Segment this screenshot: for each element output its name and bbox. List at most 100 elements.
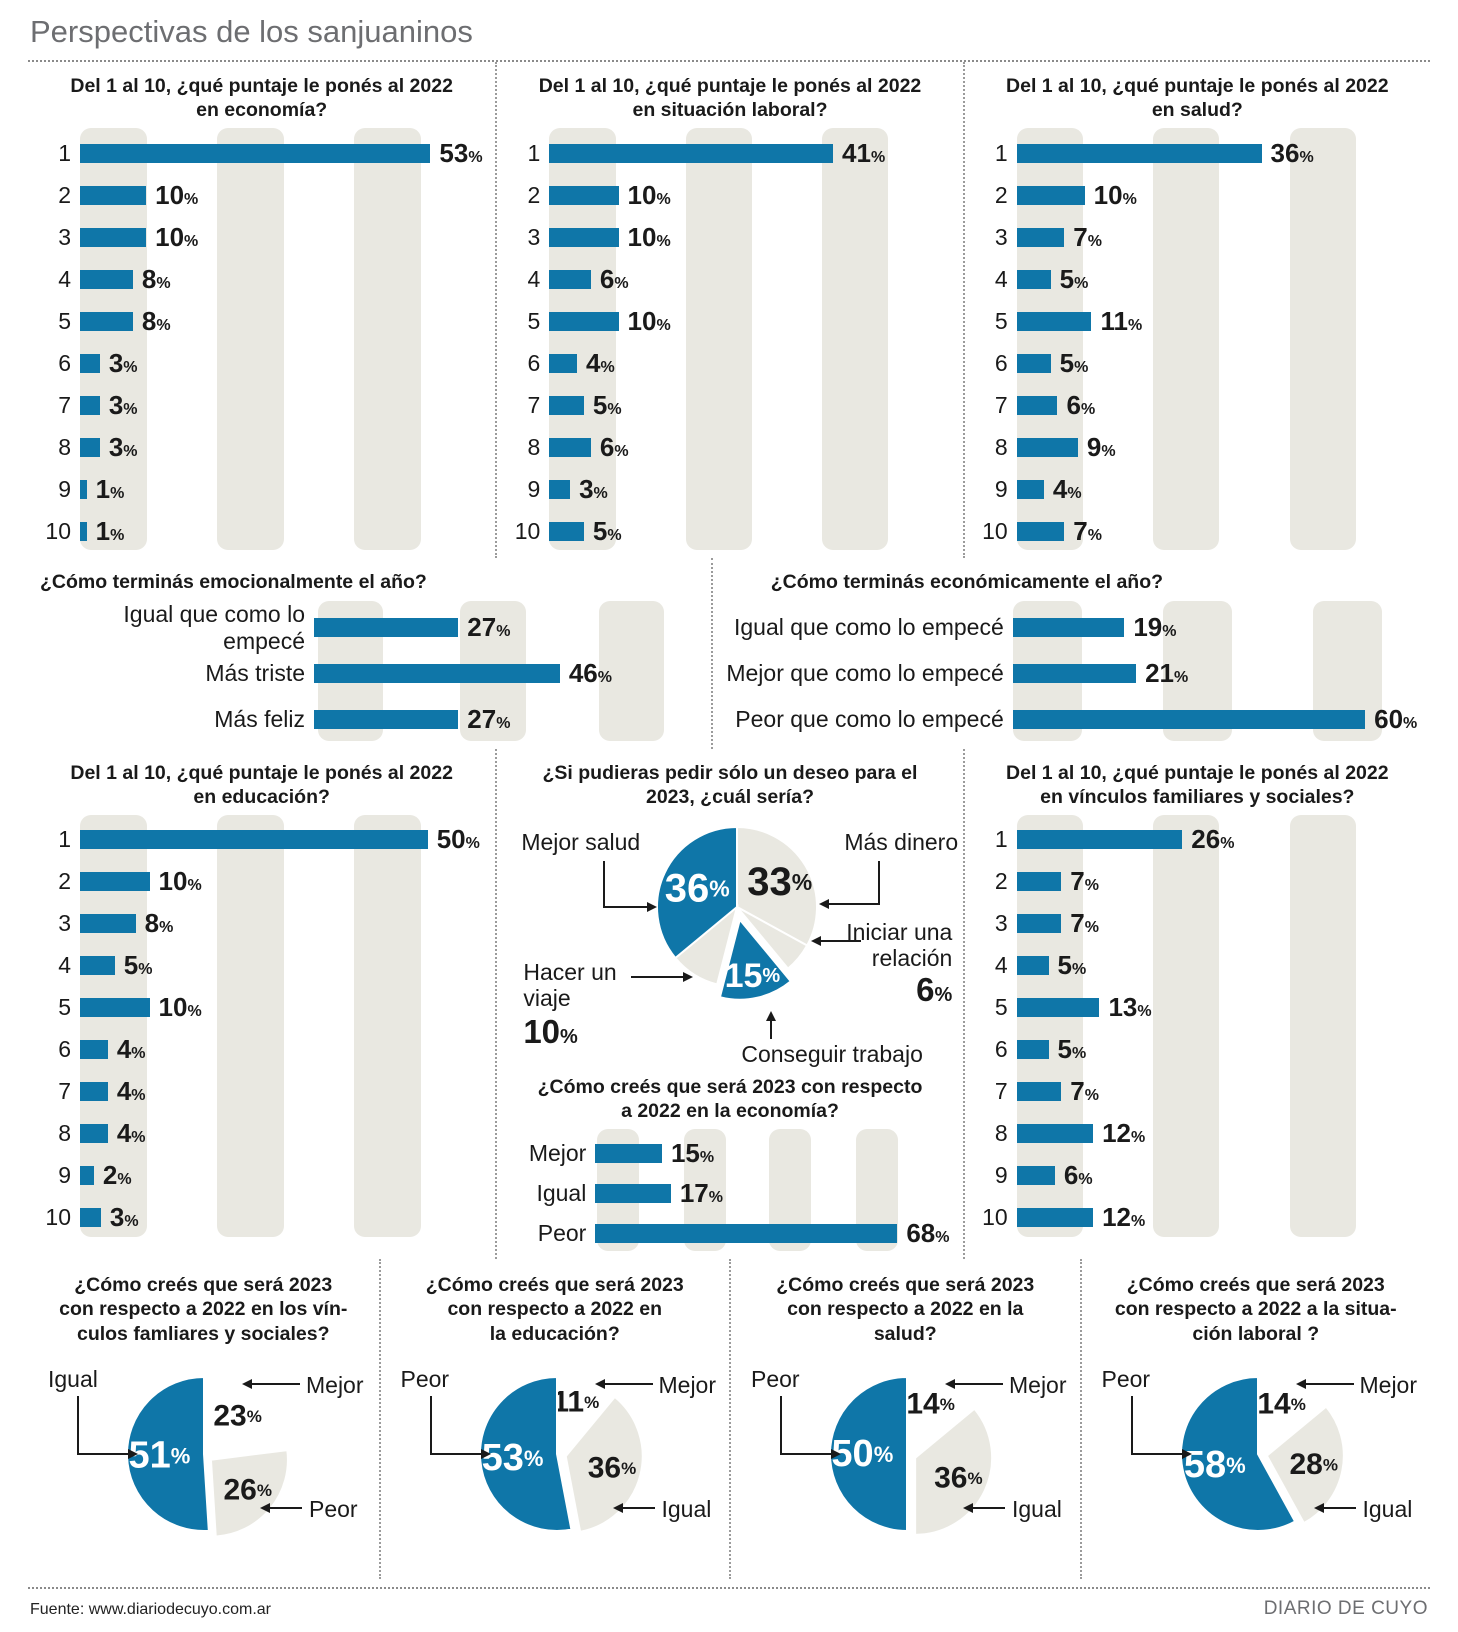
band	[354, 128, 421, 551]
bar-row: 1 41%	[509, 132, 950, 174]
category-label: 10	[982, 517, 1008, 544]
bar	[595, 1143, 662, 1163]
bar-chart-emocional: Igual que como lo empecé 27% Más triste 46%…	[40, 600, 699, 743]
title-line: ¿Si pudieras pedir sólo un deseo para el	[542, 761, 918, 784]
category-label: 3	[994, 223, 1008, 250]
bar	[1016, 437, 1078, 457]
band	[1289, 128, 1356, 551]
bar-value: 10%	[155, 221, 199, 252]
bar-value: 41%	[842, 137, 886, 168]
pie-chart-deseo: 33%15%36%	[656, 825, 819, 1001]
bar	[549, 269, 591, 289]
category-label: Más triste	[205, 660, 305, 687]
bar	[549, 353, 577, 373]
bar-value: 5%	[123, 950, 153, 981]
category-label: 7	[58, 391, 71, 418]
title-line: ¿Cómo creés que será 2023	[74, 1274, 333, 1297]
bar	[549, 227, 619, 247]
publisher-brand: DIARIO DE CUYO	[1263, 1597, 1428, 1619]
title-line: en economía?	[196, 99, 328, 122]
bar-row: 5 10%	[40, 987, 483, 1029]
bar	[314, 664, 560, 684]
bar-value: 7%	[1070, 1076, 1099, 1107]
bar-value: 5%	[592, 389, 622, 420]
bar	[80, 830, 428, 850]
bar-row: 8 6%	[509, 426, 950, 468]
category-label: 1	[994, 139, 1008, 166]
title-line: con respecto a 2022 en	[447, 1298, 663, 1321]
bar-chart-vinculos: 1 26% 2 7% 3 7% 4 5% 5 13% 6 5% 7 7% 8 12% 9 6% 10 12%	[977, 814, 1418, 1239]
chart-title: Del 1 al 10, ¿qué puntaje le ponés al 20…	[40, 74, 483, 122]
section-salud: Del 1 al 10, ¿qué puntaje le ponés al 20…	[962, 62, 1430, 559]
bar-value: 4%	[116, 1076, 146, 1107]
bar-row: 9 6%	[977, 1155, 1418, 1197]
bar	[549, 143, 834, 163]
bar-row: Igual que como lo empecé 19%	[725, 605, 1418, 651]
slice-label-right: Mejor	[306, 1371, 364, 1398]
bar-row: 5 8%	[40, 300, 483, 342]
bar-value: 6%	[599, 263, 629, 294]
category-label: 1	[994, 826, 1008, 853]
chart-title: ¿Cómo creés que será 2023 con respecto a …	[1088, 1273, 1425, 1346]
bar-row: 10 3%	[40, 1197, 483, 1239]
category-label: 1	[527, 139, 541, 166]
pie-salud-2023: 14% 36% 50% Peor Mejor Igual	[737, 1356, 1077, 1571]
slice-label-conseguir-trabajo: Conseguir trabajo	[741, 1040, 923, 1067]
bar-row: 4 5%	[977, 258, 1418, 300]
pie-slice	[564, 1395, 644, 1533]
category-label: 10	[45, 1204, 71, 1231]
bar-row: Más feliz 27%	[40, 697, 699, 743]
category-label: 4	[994, 952, 1008, 979]
category-label: 5	[58, 994, 71, 1021]
category-label: 6	[58, 1036, 71, 1063]
bar-chart-educacion: 1 50% 2 10% 3 8% 4 5% 5 10% 6 4% 7 4% 8 4% 9 2% 10 3%	[40, 814, 483, 1239]
chart-title: Del 1 al 10, ¿qué puntaje le ponés al 20…	[509, 74, 950, 122]
bar	[1016, 311, 1092, 331]
bar-value: 11%	[1100, 305, 1143, 336]
bar-row: 6 4%	[509, 342, 950, 384]
slice-label-bottom: Igual	[1362, 1495, 1413, 1522]
chart-title: ¿Cómo creés que será 2023 con respecto a …	[509, 1075, 950, 1123]
bar-row: 7 4%	[40, 1071, 483, 1113]
bar-value: 8%	[141, 263, 171, 294]
bar-value: 7%	[1070, 866, 1099, 897]
bar-value: 5%	[1059, 347, 1089, 378]
bar-row: Peor 68%	[509, 1213, 950, 1253]
bar-value: 8%	[141, 305, 171, 336]
pie-deseo: 33% 15% 36% Mejor salud Más dinero Iniciar…	[509, 819, 964, 1069]
bar	[1016, 395, 1058, 415]
bar-value: 5%	[592, 515, 622, 546]
section-pie-vinculos: ¿Cómo creés que será 2023 con respecto a …	[28, 1259, 379, 1579]
footer: Fuente: www.diariodecuyo.com.ar DIARIO D…	[28, 1586, 1430, 1632]
slice-label-right: Mejor	[1009, 1371, 1067, 1398]
bar	[549, 185, 619, 205]
bar	[1012, 710, 1366, 730]
category-label: Mejor	[528, 1139, 587, 1166]
bar	[595, 1223, 898, 1243]
bar	[80, 1082, 108, 1102]
pie-slice	[126, 1375, 210, 1532]
bar-row: 2 10%	[509, 174, 950, 216]
title-line: con respecto a 2022 a la situa-	[1114, 1298, 1397, 1321]
bar-row: 9 1%	[40, 468, 483, 510]
bar	[1016, 479, 1044, 499]
category-label: 8	[58, 1120, 71, 1147]
bar-row: 10 12%	[977, 1197, 1418, 1239]
slice-label-hacer-viaje: Hacer un viaje	[523, 958, 617, 1012]
bar-row: 3 10%	[40, 216, 483, 258]
section-vinculos: Del 1 al 10, ¿qué puntaje le ponés al 20…	[962, 748, 1430, 1260]
slice-percent-iniciar-relacion: 6%	[916, 970, 953, 1008]
title-line: culos famliares y sociales?	[76, 1322, 330, 1345]
bar	[80, 1124, 108, 1144]
title-line: Del 1 al 10, ¿qué puntaje le ponés al 20…	[538, 75, 922, 97]
bar	[80, 311, 133, 331]
bar-chart-salud: 1 36% 2 10% 3 7% 4 5% 5 11% 6 5% 7 6% 8 9% 9 4% 10 7%	[977, 128, 1418, 552]
pie-slice	[719, 917, 793, 1001]
category-label: 2	[994, 181, 1008, 208]
bar-value: 27%	[467, 704, 511, 735]
category-label: 9	[994, 1162, 1008, 1189]
bar	[1016, 353, 1051, 373]
title-line: salud?	[873, 1322, 937, 1345]
bar	[80, 521, 87, 541]
title-line: en salud?	[1151, 99, 1243, 122]
